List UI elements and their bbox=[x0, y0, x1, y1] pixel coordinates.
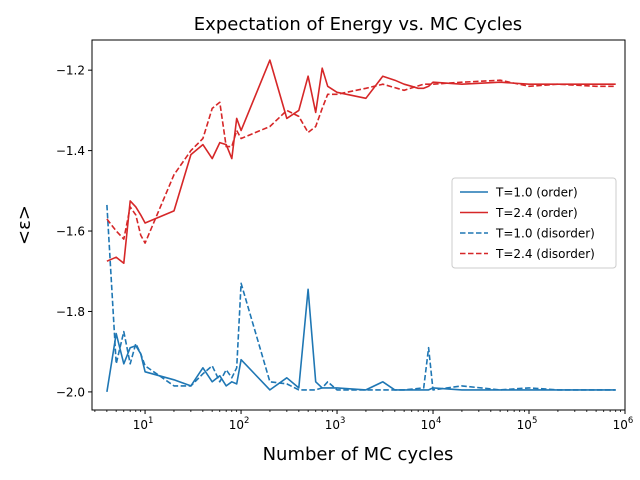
series-layer bbox=[106, 59, 616, 393]
y-axis-label: <ε> bbox=[14, 205, 35, 245]
legend-label: T=1.0 (disorder) bbox=[495, 227, 595, 241]
legend-label: T=2.4 (disorder) bbox=[495, 247, 595, 261]
legend-box bbox=[451, 177, 617, 269]
y-tick-label: −1.4 bbox=[56, 144, 85, 158]
y-tick-label: −1.2 bbox=[56, 64, 85, 78]
plot-frame bbox=[91, 39, 626, 411]
legend-label: T=1.0 (order) bbox=[495, 186, 578, 200]
series-line-4 bbox=[106, 79, 616, 244]
legend: T=1.0 (order) T=2.4 (order) T=1.0 (disorde… bbox=[451, 177, 617, 269]
legend-label: T=2.4 (order) bbox=[495, 206, 578, 220]
y-tick-label: −1.8 bbox=[56, 305, 85, 319]
series-line-1 bbox=[106, 288, 616, 393]
chart-title: Expectation of Energy vs. MC Cycles bbox=[194, 14, 522, 35]
y-tick-label: −1.6 bbox=[56, 225, 85, 239]
y-tick-label: −2.0 bbox=[56, 385, 85, 399]
series-line-3 bbox=[106, 204, 616, 391]
x-axis-label: Number of MC cycles bbox=[263, 444, 454, 465]
